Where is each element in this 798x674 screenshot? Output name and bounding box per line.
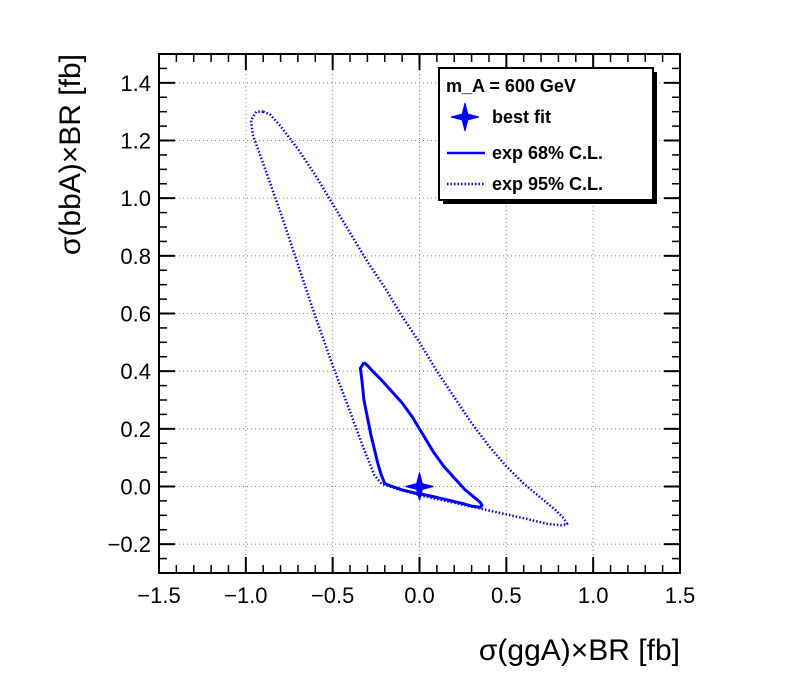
y-tick-label: 0.0 bbox=[120, 475, 151, 500]
x-axis-title: σ(ggA)×BR [fb] bbox=[479, 634, 680, 667]
y-axis-title: σ(bbA)×BR [fb] bbox=[54, 54, 87, 255]
legend-best-fit-marker bbox=[450, 102, 480, 132]
legend-box bbox=[438, 67, 654, 201]
tick-labels: −1.5 −1.0 −0.5 0.0 0.5 1.0 1.5 −0.2 0.0 0.2 0.4 0.6… bbox=[108, 71, 696, 608]
contour-68-line bbox=[358, 361, 484, 509]
y-tick-label: 1.0 bbox=[120, 186, 151, 211]
x-tick-label: −1.0 bbox=[224, 583, 267, 608]
y-tick-label: −0.2 bbox=[108, 532, 151, 557]
legend-label-95: exp 95% C.L. bbox=[492, 174, 603, 194]
legend-label-best-fit: best fit bbox=[492, 107, 551, 127]
x-tick-label: −1.5 bbox=[137, 583, 180, 608]
data-series bbox=[249, 110, 569, 527]
x-tick-label: 0.5 bbox=[491, 583, 522, 608]
y-tick-label: 1.2 bbox=[120, 129, 151, 154]
axis-ticks bbox=[158, 53, 681, 574]
x-tick-label: 1.0 bbox=[578, 583, 609, 608]
legend-label-68: exp 68% C.L. bbox=[492, 143, 603, 163]
y-tick-label: 0.6 bbox=[120, 302, 151, 327]
x-tick-label: 1.5 bbox=[665, 583, 696, 608]
legend-star-shape bbox=[450, 102, 480, 132]
best-fit-point bbox=[405, 472, 434, 501]
legend-title: m_A = 600 GeV bbox=[446, 76, 576, 96]
y-tick-label: 0.2 bbox=[120, 417, 151, 442]
y-tick-label: 0.4 bbox=[120, 359, 151, 384]
y-tick-label: 0.8 bbox=[120, 244, 151, 269]
contour-95-line bbox=[249, 110, 569, 527]
x-tick-label: 0.0 bbox=[404, 583, 435, 608]
y-tick-label: 1.4 bbox=[120, 71, 151, 96]
x-tick-label: −0.5 bbox=[311, 583, 354, 608]
legend: m_A = 600 GeV best fit exp 68% C.L. exp … bbox=[438, 67, 657, 204]
